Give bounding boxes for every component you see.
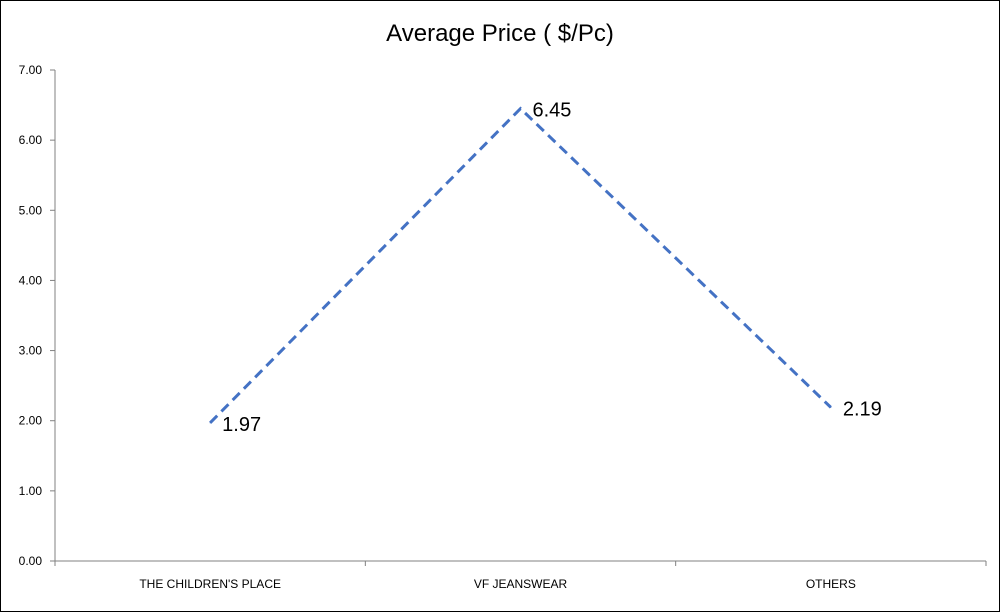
x-category-label: THE CHILDREN'S PLACE bbox=[139, 577, 281, 591]
series-group bbox=[209, 106, 832, 424]
x-category-label: OTHERS bbox=[806, 577, 856, 591]
data-label: 6.45 bbox=[533, 100, 572, 122]
data-labels: 1.97 6.45 2.19 bbox=[222, 100, 882, 436]
data-point bbox=[830, 406, 832, 408]
y-tick-label: 6.00 bbox=[19, 133, 43, 147]
series-line bbox=[209, 106, 832, 424]
data-point bbox=[520, 108, 521, 110]
data-label: 2.19 bbox=[843, 398, 882, 420]
y-tick-label: 3.00 bbox=[19, 344, 43, 358]
y-tick-label: 4.00 bbox=[19, 273, 43, 287]
x-axis-labels: THE CHILDREN'S PLACE VF JEANSWEAR OTHERS bbox=[54, 561, 987, 591]
y-tick-label: 0.00 bbox=[19, 554, 43, 568]
y-tick-label: 2.00 bbox=[19, 414, 43, 428]
y-tick-label: 5.00 bbox=[19, 203, 43, 217]
y-tick-label: 1.00 bbox=[19, 484, 43, 498]
data-label: 1.97 bbox=[222, 414, 261, 436]
y-tick-label: 7.00 bbox=[19, 63, 43, 77]
chart-title: Average Price ( $/Pc) bbox=[386, 20, 614, 47]
x-category-label: VF JEANSWEAR bbox=[474, 577, 568, 591]
y-axis-ticks: 0.00 1.00 2.00 3.00 4.00 5.00 6.00 7.00 bbox=[19, 63, 55, 568]
data-point bbox=[209, 422, 211, 424]
